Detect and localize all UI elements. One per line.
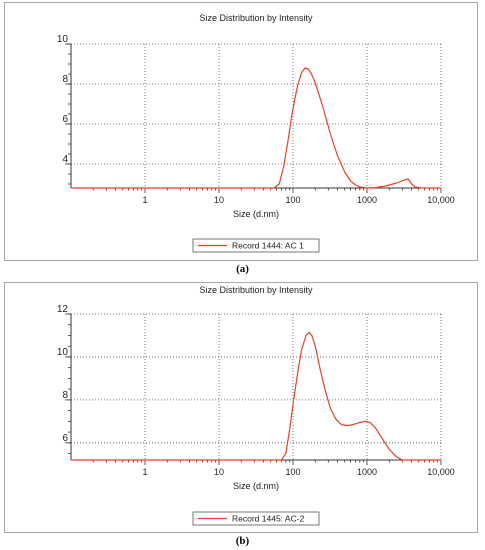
chart-panel-b: Size Distribution by Intensity 1 10 100 1000… <box>4 282 478 533</box>
panel-label-a: (a) <box>236 263 249 275</box>
x-tick-label: 1000 <box>357 467 377 477</box>
y-tick-label: 8 <box>62 74 68 85</box>
x-tick-label: 100 <box>285 467 300 477</box>
y-tick-label: 6 <box>62 114 68 125</box>
series-line <box>71 331 441 461</box>
legend: Record 1444: AC 1 <box>192 238 320 253</box>
y-tick-label: 6 <box>62 433 68 444</box>
x-tick-label: 10,000 <box>427 467 455 477</box>
chart-panel-a: Size Distribution by Intensity 1 10 100 1000… <box>4 2 478 261</box>
x-tick-label: 1 <box>142 195 147 205</box>
series-line <box>71 67 441 189</box>
legend-box <box>192 511 320 526</box>
y-tick-label: 10 <box>57 34 69 45</box>
x-axis-label: Size (d.nm) <box>233 481 279 491</box>
y-tick-label: 10 <box>57 347 69 358</box>
y-tick-label: 4 <box>62 154 68 165</box>
x-tick-label: 10 <box>214 195 224 205</box>
legend: Record 1445: AC-2 <box>192 511 320 526</box>
y-tick-label: 8 <box>62 390 68 401</box>
x-tick-label: 1 <box>142 467 147 477</box>
chart-svg-b: Size Distribution by Intensity 1 10 100 1000… <box>57 285 455 526</box>
legend-box <box>192 238 320 253</box>
legend-label: Record 1445: AC-2 <box>232 514 305 524</box>
x-tick-label: 10 <box>214 467 224 477</box>
legend-label: Record 1444: AC 1 <box>232 241 304 251</box>
plot-area <box>71 314 441 460</box>
panel-label-b: (b) <box>235 535 250 547</box>
chart-title: Size Distribution by Intensity <box>199 13 313 23</box>
x-axis-label: Size (d.nm) <box>233 209 279 219</box>
x-tick-label: 1000 <box>357 195 377 205</box>
y-tick-label: 12 <box>57 304 69 315</box>
chart-svg-a: Size Distribution by Intensity 1 10 100 1000… <box>57 13 455 253</box>
x-tick-label: 10,000 <box>427 195 455 205</box>
chart-title: Size Distribution by Intensity <box>199 285 313 295</box>
plot-area <box>71 44 441 188</box>
x-tick-label: 100 <box>285 195 300 205</box>
